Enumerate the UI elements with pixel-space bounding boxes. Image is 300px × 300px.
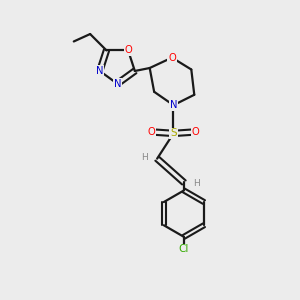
Text: N: N — [114, 79, 121, 89]
Text: S: S — [170, 128, 177, 138]
Text: H: H — [141, 153, 148, 162]
Text: N: N — [170, 100, 177, 110]
Text: O: O — [192, 127, 200, 137]
Text: Cl: Cl — [179, 244, 189, 254]
Text: O: O — [168, 52, 176, 63]
Text: H: H — [193, 179, 200, 188]
Text: N: N — [96, 66, 103, 76]
Text: O: O — [147, 127, 155, 137]
Text: O: O — [124, 45, 132, 56]
